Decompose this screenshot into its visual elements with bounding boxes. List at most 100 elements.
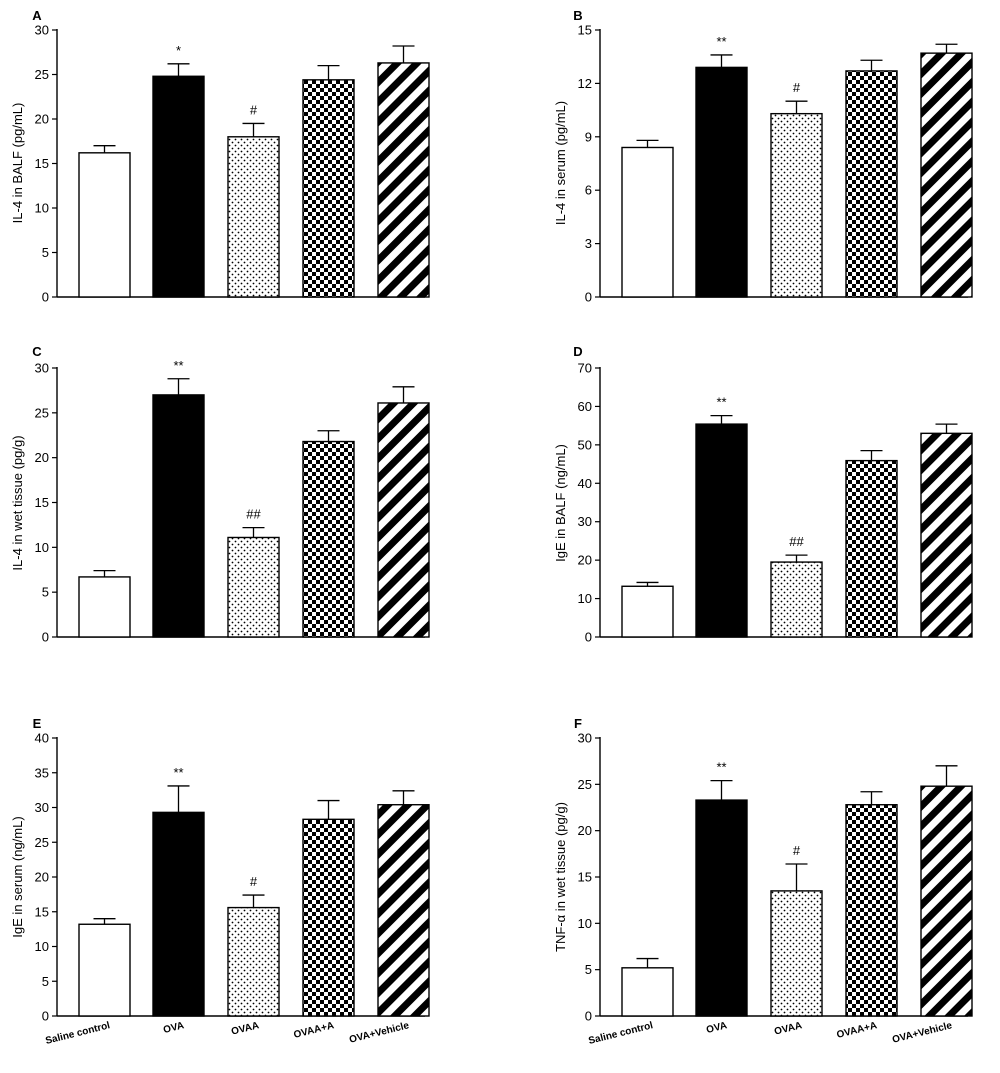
category-label: OVA+Vehicle [891, 1020, 954, 1046]
bar-ova [695, 799, 748, 1017]
y-tick-label: 25 [35, 835, 49, 850]
bar-ovaa [227, 906, 280, 1017]
y-tick-label: 10 [578, 591, 592, 606]
y-axis-label: IL-4 in wet tissue (pg/g) [10, 435, 25, 570]
bar-ovaa-a [302, 79, 355, 298]
y-tick-label: 15 [35, 495, 49, 510]
y-tick-label: 70 [578, 361, 592, 376]
y-tick-label: 20 [578, 553, 592, 568]
bar-ova [152, 394, 205, 638]
category-label: OVA [705, 1020, 728, 1036]
significance-mark: ** [173, 358, 183, 373]
bar-ovaa [770, 112, 823, 298]
bar-ovaa [227, 536, 280, 638]
y-tick-label: 12 [578, 76, 592, 91]
y-tick-label: 20 [35, 450, 49, 465]
panel-letter: F [574, 716, 582, 731]
panel-letter: E [33, 716, 42, 731]
y-tick-label: 10 [578, 916, 592, 931]
bar-ova-vehicle [377, 804, 430, 1017]
y-tick-label: 0 [42, 290, 49, 305]
y-tick-label: 15 [578, 23, 592, 38]
y-tick-label: 15 [35, 904, 49, 919]
y-tick-label: 10 [35, 201, 49, 216]
y-tick-label: 0 [585, 290, 592, 305]
y-tick-label: 50 [578, 437, 592, 452]
y-tick-label: 30 [35, 23, 49, 38]
y-tick-label: 0 [585, 630, 592, 645]
bar-ovaa-a [845, 459, 898, 638]
bar-saline-control [78, 152, 131, 298]
chart-panel-a: A IL-4 in BALF (pg/mL) 0 5 10 15 20 25 30 * # [10, 8, 430, 305]
y-tick-label: 35 [35, 765, 49, 780]
y-tick-label: 9 [585, 129, 592, 144]
bar-saline-control [621, 585, 674, 638]
category-label: OVAA+A [836, 1020, 879, 1041]
y-tick-label: 6 [585, 183, 592, 198]
bar-ova [695, 66, 748, 298]
y-tick-label: 30 [578, 731, 592, 746]
y-tick-label: 25 [578, 777, 592, 792]
y-axis-label: TNF-α in wet tissue (pg/g) [553, 802, 568, 952]
category-label: Saline control [587, 1020, 654, 1047]
significance-mark: # [793, 80, 801, 95]
category-label: OVAA+A [293, 1020, 336, 1041]
significance-mark: ** [716, 760, 726, 775]
y-axis-label: IL-4 in serum (pg/mL) [553, 101, 568, 225]
y-tick-label: 20 [578, 823, 592, 838]
chart-panel-c: C IL-4 in wet tissue (pg/g) 0 5 10 15 20 25 30 **… [10, 344, 430, 645]
significance-mark: ## [789, 534, 804, 549]
y-tick-label: 20 [35, 112, 49, 127]
y-tick-label: 30 [578, 514, 592, 529]
category-label: OVAA [773, 1020, 803, 1037]
y-tick-label: 30 [35, 361, 49, 376]
bar-ovaa [770, 890, 823, 1017]
significance-mark: ** [716, 34, 726, 49]
significance-mark: ** [173, 765, 183, 780]
category-label: OVAA [230, 1020, 260, 1037]
y-tick-label: 5 [585, 962, 592, 977]
significance-mark: # [793, 843, 801, 858]
significance-mark: ## [246, 507, 261, 522]
bar-ovaa [770, 561, 823, 638]
bar-ova-vehicle [920, 785, 973, 1017]
bar-saline-control [621, 146, 674, 298]
y-axis-label: IL-4 in BALF (pg/mL) [10, 103, 25, 224]
bar-ovaa-a [845, 804, 898, 1017]
bar-saline-control [621, 967, 674, 1017]
y-tick-label: 3 [585, 236, 592, 251]
bar-ova-vehicle [920, 432, 973, 638]
bar-ova-vehicle [920, 52, 973, 298]
y-tick-label: 15 [35, 156, 49, 171]
bar-saline-control [78, 576, 131, 638]
bar-ovaa-a [845, 70, 898, 298]
y-tick-label: 5 [42, 585, 49, 600]
y-tick-label: 5 [42, 245, 49, 260]
y-tick-label: 20 [35, 870, 49, 885]
y-tick-label: 40 [578, 476, 592, 491]
y-axis-label: IgE in serum (ng/mL) [10, 816, 25, 937]
significance-mark: * [176, 43, 181, 58]
y-tick-label: 25 [35, 67, 49, 82]
panel-letter: B [573, 8, 582, 23]
chart-panel-f: F TNF-α in wet tissue (pg/g) 0 5 10 15 20 25 30 S… [553, 716, 973, 1047]
significance-mark: # [250, 874, 258, 889]
bar-ovaa-a [302, 818, 355, 1017]
category-label: OVA+Vehicle [348, 1020, 411, 1046]
bar-ova [152, 75, 205, 298]
chart-panel-d: D IgE in BALF (ng/mL) 0 10 20 30 40 50 60 70 ** ## [553, 344, 973, 645]
y-tick-label: 25 [35, 405, 49, 420]
y-tick-label: 10 [35, 939, 49, 954]
category-label: Saline control [44, 1020, 111, 1047]
y-tick-label: 10 [35, 540, 49, 555]
y-tick-label: 15 [578, 870, 592, 885]
panel-letter: A [32, 8, 42, 23]
significance-mark: ** [716, 395, 726, 410]
bar-ova-vehicle [377, 402, 430, 638]
y-axis-label: IgE in BALF (ng/mL) [553, 444, 568, 562]
category-label: OVA [162, 1020, 185, 1036]
chart-panel-e: E IgE in serum (ng/mL) 0 5 10 15 20 25 30 35 40 Sal… [10, 716, 430, 1047]
y-tick-label: 30 [35, 800, 49, 815]
y-tick-label: 5 [42, 974, 49, 989]
